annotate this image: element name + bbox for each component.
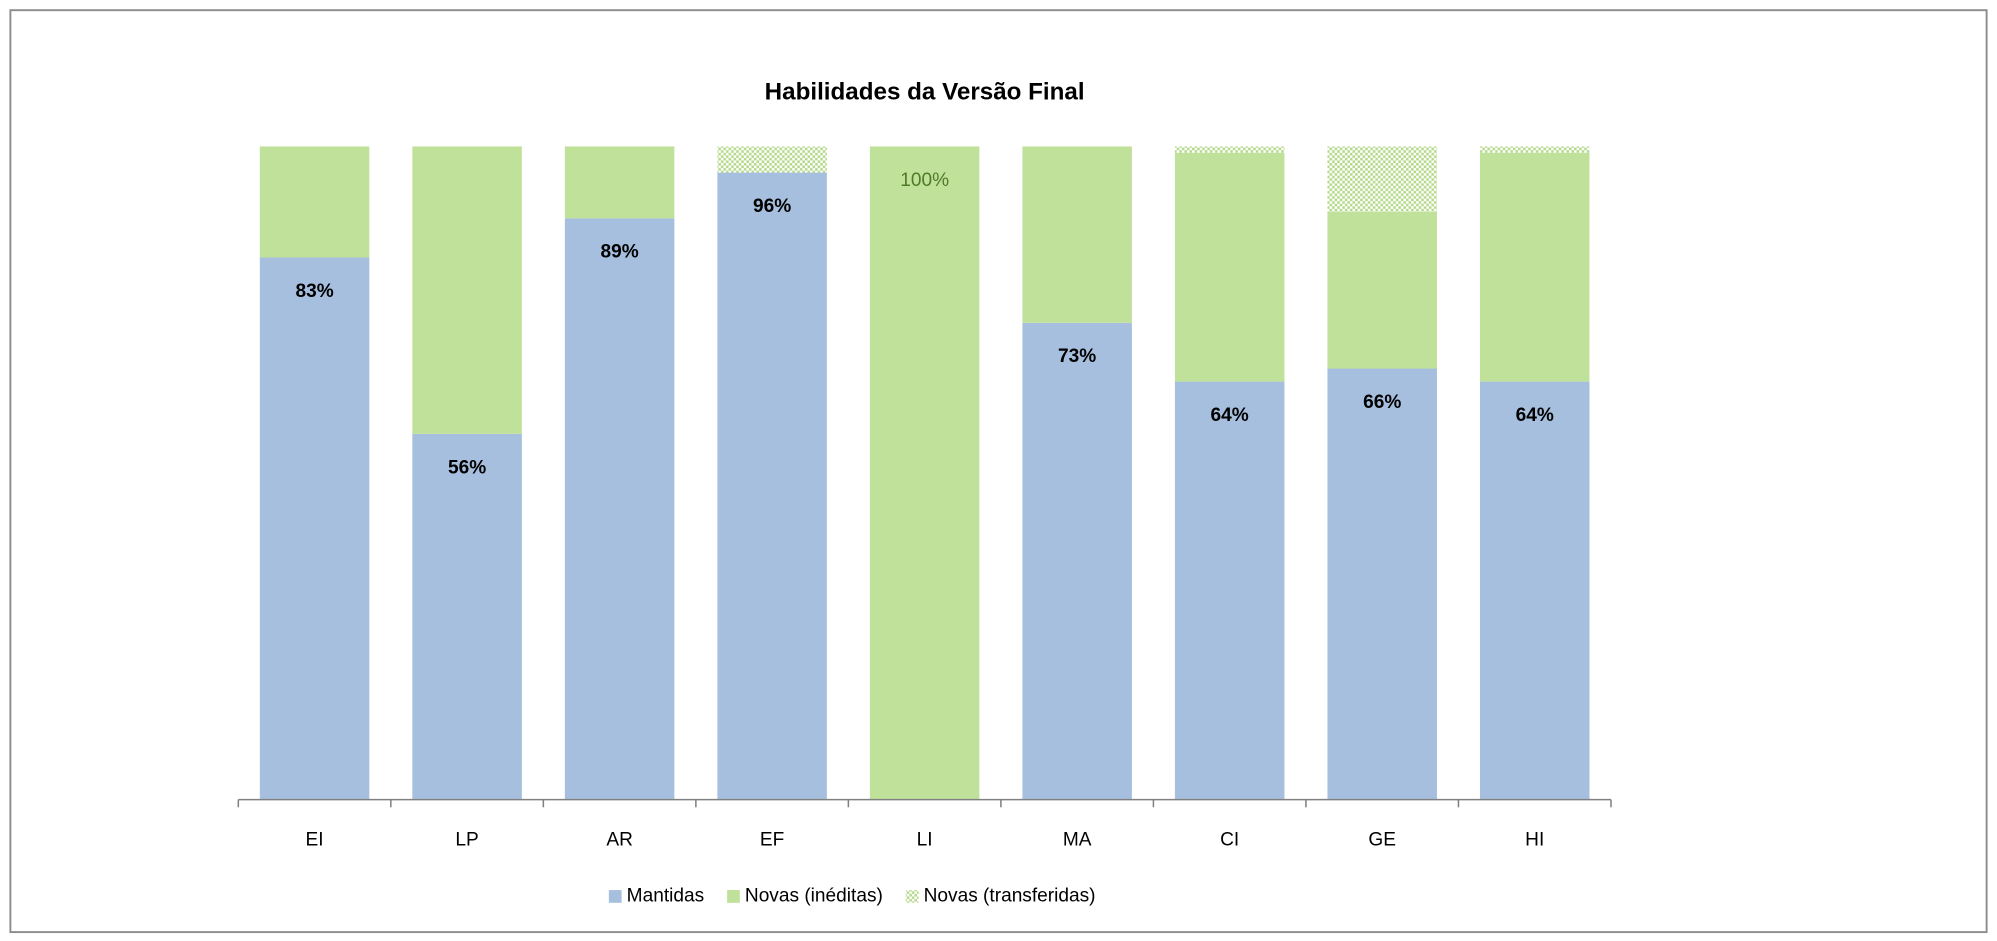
bar-segment [1174,146,1285,153]
data-label: 89% [601,242,639,263]
bar-segment [259,257,370,800]
bar-segment [1479,152,1590,382]
bar-segment [1479,146,1590,153]
bar-segment [1174,152,1285,382]
x-tick-label: AR [606,829,633,850]
bar-segment [1327,146,1437,212]
bar-segment [412,433,522,800]
chart-title: Habilidades da Versão Final [765,78,1085,105]
bar-segment [717,172,827,800]
legend-label: Mantidas [627,885,704,906]
data-label: 100% [900,170,949,191]
bar-segment [1022,322,1132,800]
x-tick-label: LI [917,829,933,850]
x-tick-label: HI [1525,829,1544,850]
data-label: 73% [1058,346,1096,367]
data-label: 96% [753,196,791,217]
data-label: 66% [1363,392,1401,413]
bar-segment [869,146,980,800]
bar-segment [259,146,370,258]
data-label: 83% [295,281,333,302]
legend-swatch [727,890,740,903]
data-label: 64% [1211,405,1249,426]
x-tick-label: CI [1220,829,1239,850]
x-tick-label: EI [306,829,324,850]
x-tick-label: GE [1368,829,1396,850]
x-tick-label: EF [760,829,784,850]
legend-label: Novas (inéditas) [745,885,883,906]
x-tick-label: MA [1063,829,1092,850]
legend-swatch [608,890,622,903]
bar-segment [717,146,827,173]
bar-segment [1479,381,1590,800]
legend-swatch [905,890,919,903]
bar-segment [1022,146,1132,323]
data-label: 56% [448,457,486,478]
x-tick-label: LP [455,829,478,850]
bar-segment [412,146,522,434]
legend-label: Novas (transferidas) [924,885,1096,906]
bar-segment [1327,211,1437,369]
bar-segment [564,146,675,219]
bar-segment [564,218,675,800]
bar-segment [1327,368,1437,800]
data-label: 64% [1516,405,1554,426]
bar-segment [1174,381,1285,800]
